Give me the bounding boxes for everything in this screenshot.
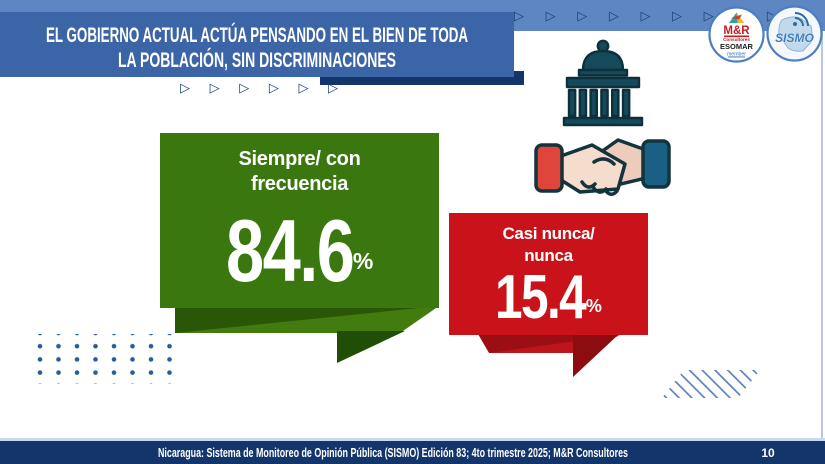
result-bubble-siempre: Siempre/ con frecuencia 84.6% xyxy=(160,133,439,308)
mr-logo-name: M&R xyxy=(723,25,750,37)
result-bubble-casi-nunca: Casi nunca/ nunca 15.4% xyxy=(449,213,648,335)
red-bubble-tail xyxy=(478,334,620,377)
result-label: Siempre/ con frecuencia xyxy=(238,148,361,195)
title-line-1: EL GOBIERNO ACTUAL ACTÚA PENSANDO EN EL … xyxy=(46,23,468,47)
mr-consultores-logo: M&R Consultores ESOMAR member xyxy=(708,6,765,68)
government-handshake-icon xyxy=(534,39,671,196)
sismo-logo: SISMO xyxy=(766,5,823,67)
diagonal-hatch-pattern xyxy=(662,370,760,398)
footer-accent-line xyxy=(0,438,825,441)
dot-grid-pattern xyxy=(30,334,183,384)
left-cuff xyxy=(534,143,564,193)
mr-logo-esomar: ESOMAR xyxy=(720,42,754,51)
footer-source-text: Nicaragua: Sistema de Monitoreo de Opini… xyxy=(158,445,628,460)
mr-logo-sub: Consultores xyxy=(723,37,750,42)
page-title-text: EL GOBIERNO ACTUAL ACTÚA PENSANDO EN EL … xyxy=(46,23,468,72)
right-border-line xyxy=(821,31,823,438)
sismo-logo-name: SISMO xyxy=(775,31,814,45)
signal-arcs-icon xyxy=(794,17,804,27)
result-label: Casi nunca/ nunca xyxy=(502,224,595,265)
green-bubble-tail xyxy=(175,305,439,363)
page-number: 10 xyxy=(761,446,775,460)
mr-logo-circle xyxy=(708,6,765,63)
title-line-2: LA POBLACIÓN, SIN DISCRIMINACIONES xyxy=(118,48,396,72)
result-value: 15.4% xyxy=(495,263,602,332)
arrow-row-top-icon: ▷ ▷ ▷ ▷ ▷ ▷ ▷ ▷ ▷ xyxy=(514,8,786,23)
result-value: 84.6% xyxy=(225,201,374,300)
arrow-row-under-title-icon: ▷ ▷ ▷ ▷ ▷ ▷ xyxy=(180,80,347,95)
right-cuff xyxy=(641,139,671,189)
page-title: EL GOBIERNO ACTUAL ACTÚA PENSANDO EN EL … xyxy=(0,12,514,77)
footer-bar: Nicaragua: Sistema de Monitoreo de Opini… xyxy=(0,441,825,464)
government-building-icon xyxy=(562,39,644,127)
mr-logo-member: member xyxy=(727,52,746,58)
handshake-icon xyxy=(534,138,671,196)
